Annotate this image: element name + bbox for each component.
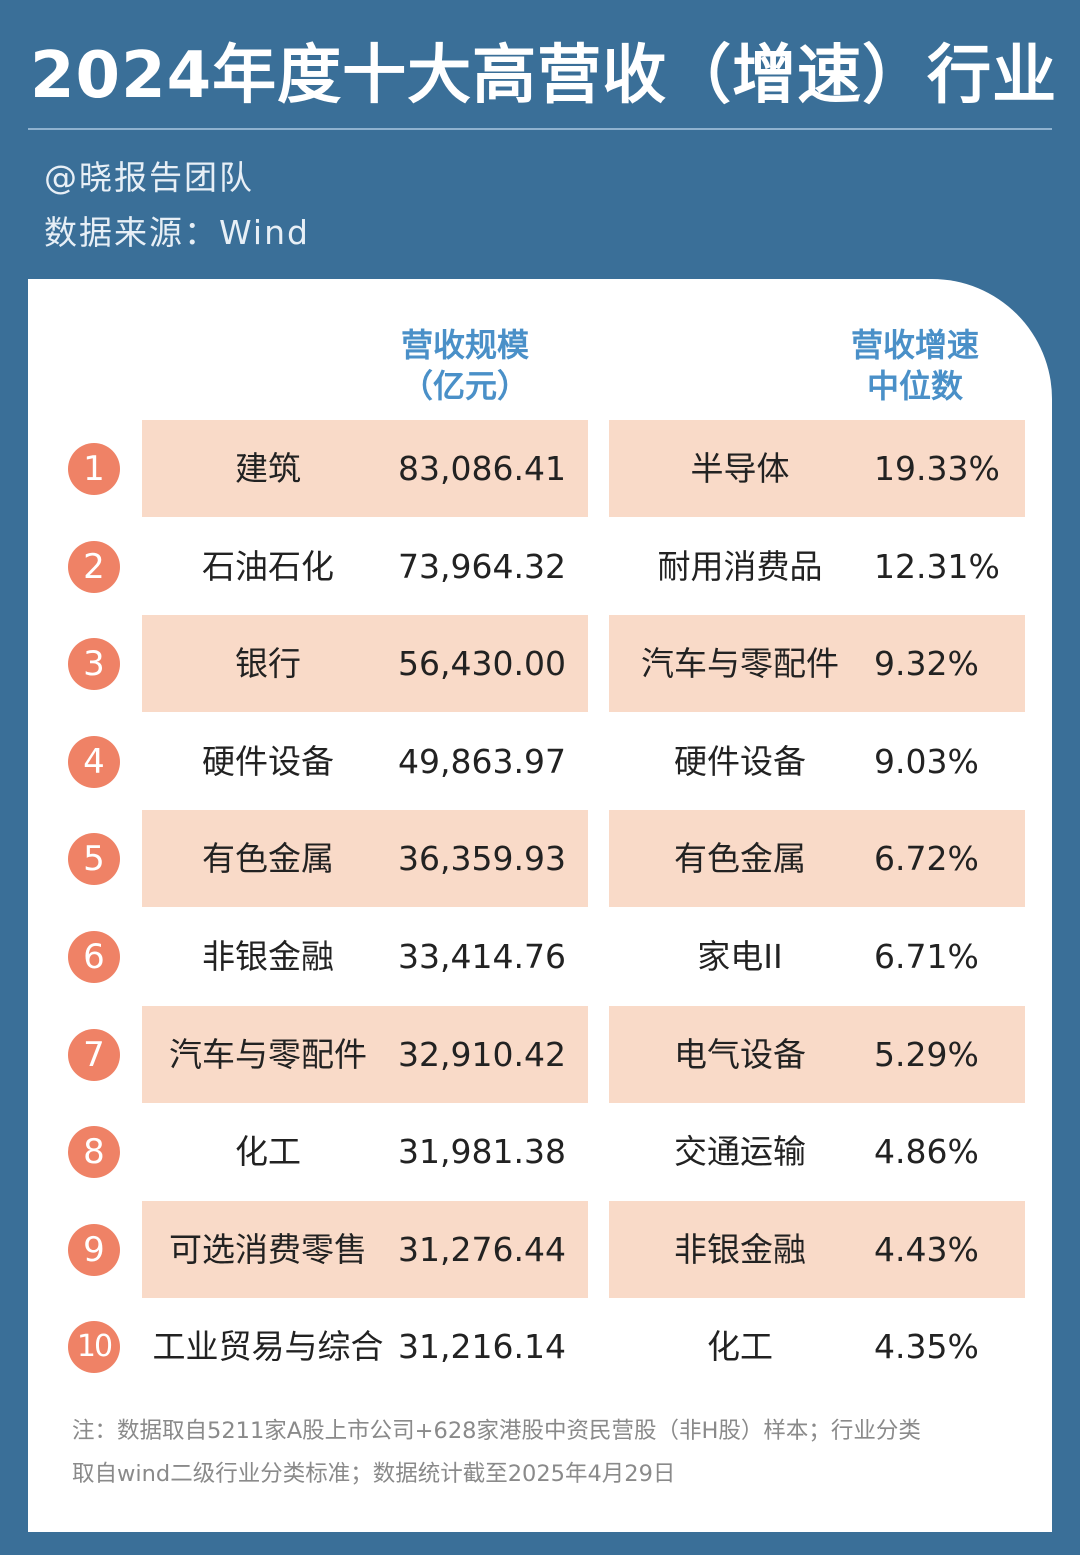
- growth-industry: 硬件设备: [674, 741, 806, 781]
- growth-value: 9.32%: [874, 644, 979, 684]
- revenue-value: 31,981.38: [398, 1132, 566, 1172]
- table-row: 3 银行 56,430.00 汽车与零配件 9.32%: [0, 615, 1080, 713]
- growth-industry: 交通运输: [674, 1132, 806, 1172]
- growth-value: 4.86%: [874, 1132, 979, 1172]
- revenue-industry: 化工: [235, 1132, 301, 1172]
- row-highlight-right: [609, 1200, 1025, 1298]
- growth-industry: 有色金属: [674, 839, 806, 879]
- revenue-industry: 石油石化: [202, 546, 334, 586]
- growth-value: 6.72%: [874, 839, 979, 879]
- table-row: 1 建筑 83,086.41 半导体 19.33%: [0, 420, 1080, 517]
- growth-value: 4.35%: [874, 1327, 979, 1367]
- title-divider: [28, 128, 1052, 130]
- rank-badge: 6: [68, 931, 120, 983]
- table-row: 2 石油石化 73,964.32 耐用消费品 12.31%: [0, 518, 1080, 615]
- revenue-value: 33,414.76: [398, 937, 566, 976]
- footnote-line1: 注：数据取自5211家A股上市公司+628家港股中资民营股（非H股）样本；行业分…: [72, 1418, 921, 1444]
- footnote: 注：数据取自5211家A股上市公司+628家港股中资民营股（非H股）样本；行业分…: [72, 1410, 1012, 1496]
- growth-column-header: 营收增速 中位数: [810, 325, 1020, 407]
- growth-header-line2: 中位数: [866, 367, 963, 405]
- growth-value: 5.29%: [874, 1034, 979, 1074]
- growth-industry: 电气设备: [674, 1034, 806, 1074]
- growth-value: 4.43%: [874, 1229, 979, 1269]
- table-row: 9 可选消费零售 31,276.44 非银金融 4.43%: [0, 1200, 1080, 1298]
- revenue-industry: 银行: [235, 644, 301, 684]
- footnote-line2: 取自wind二级行业分类标准；数据统计截至2025年4月29日: [72, 1461, 676, 1487]
- growth-industry: 半导体: [690, 449, 790, 488]
- growth-value: 19.33%: [874, 449, 1000, 488]
- row-highlight-left: [142, 420, 588, 517]
- revenue-column-header: 营收规模 （亿元）: [360, 325, 570, 407]
- page-title: 2024年度十大高营收（增速）行业: [30, 39, 1058, 113]
- table-row: 8 化工 31,981.38 交通运输 4.86%: [0, 1103, 1080, 1200]
- rank-badge: 1: [68, 443, 120, 495]
- table-row: 6 非银金融 33,414.76 家电II 6.71%: [0, 908, 1080, 1005]
- growth-value: 9.03%: [874, 741, 979, 781]
- revenue-industry: 建筑: [235, 449, 301, 488]
- revenue-industry: 有色金属: [202, 839, 334, 879]
- table-row: 4 硬件设备 49,863.97 硬件设备 9.03%: [0, 713, 1080, 810]
- growth-value: 12.31%: [874, 546, 1000, 586]
- rank-badge: 3: [68, 638, 120, 691]
- revenue-industry: 汽车与零配件: [169, 1034, 367, 1074]
- author-credit: @晓报告团队: [44, 158, 254, 197]
- growth-industry: 家电II: [697, 937, 783, 976]
- revenue-industry: 非银金融: [202, 937, 334, 976]
- growth-value: 6.71%: [874, 937, 979, 976]
- revenue-industry: 工业贸易与综合: [152, 1327, 384, 1367]
- data-source: 数据来源：Wind: [44, 213, 310, 252]
- row-highlight-right: [609, 615, 1025, 713]
- row-highlight-left: [142, 810, 588, 908]
- growth-industry: 化工: [707, 1327, 773, 1367]
- rank-badge: 5: [68, 833, 120, 886]
- row-highlight-right: [609, 810, 1025, 908]
- revenue-industry: 硬件设备: [202, 741, 334, 781]
- row-highlight-left: [142, 1005, 588, 1103]
- growth-industry: 耐用消费品: [657, 546, 823, 586]
- row-highlight-right: [609, 1005, 1025, 1103]
- table-row: 7 汽车与零配件 32,910.42 电气设备 5.29%: [0, 1005, 1080, 1103]
- table-row: 10 工业贸易与综合 31,216.14 化工 4.35%: [0, 1298, 1080, 1395]
- revenue-value: 31,216.14: [398, 1327, 566, 1367]
- growth-industry: 汽车与零配件: [641, 644, 839, 684]
- row-highlight-right: [609, 420, 1025, 517]
- table-row: 5 有色金属 36,359.93 有色金属 6.72%: [0, 810, 1080, 908]
- revenue-industry: 可选消费零售: [169, 1229, 367, 1269]
- revenue-header-line1: 营收规模: [400, 326, 529, 364]
- row-highlight-left: [142, 615, 588, 713]
- revenue-value: 31,276.44: [398, 1229, 566, 1269]
- rank-badge: 10: [68, 1321, 120, 1374]
- rank-badge: 2: [68, 540, 120, 593]
- revenue-value: 73,964.32: [398, 546, 566, 586]
- rank-badge: 4: [68, 735, 120, 788]
- revenue-value: 83,086.41: [398, 449, 566, 488]
- rank-badge: 7: [68, 1028, 120, 1081]
- revenue-value: 32,910.42: [398, 1034, 566, 1074]
- revenue-value: 56,430.00: [398, 644, 566, 684]
- row-highlight-left: [142, 1200, 588, 1298]
- rank-badge: 9: [68, 1223, 120, 1276]
- revenue-value: 49,863.97: [398, 741, 566, 781]
- revenue-header-line2: （亿元）: [400, 367, 529, 405]
- rank-badge: 8: [68, 1126, 120, 1179]
- growth-header-line1: 营收增速: [850, 326, 979, 364]
- revenue-value: 36,359.93: [398, 839, 566, 879]
- growth-industry: 非银金融: [674, 1229, 806, 1269]
